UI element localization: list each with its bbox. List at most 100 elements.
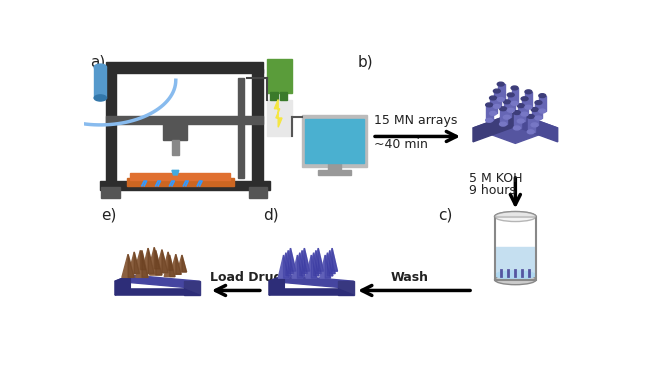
- Polygon shape: [156, 250, 168, 273]
- Ellipse shape: [531, 123, 538, 127]
- Polygon shape: [178, 255, 187, 272]
- Polygon shape: [306, 255, 317, 278]
- Polygon shape: [279, 255, 289, 278]
- Ellipse shape: [486, 103, 492, 107]
- Ellipse shape: [511, 86, 518, 90]
- Bar: [514, 112, 521, 128]
- Ellipse shape: [539, 94, 546, 98]
- Ellipse shape: [495, 248, 535, 256]
- Ellipse shape: [495, 271, 535, 279]
- Polygon shape: [284, 255, 289, 278]
- Ellipse shape: [521, 112, 528, 116]
- Polygon shape: [322, 253, 333, 276]
- Polygon shape: [170, 255, 175, 277]
- Ellipse shape: [511, 101, 518, 105]
- Bar: [318, 169, 350, 175]
- Polygon shape: [269, 275, 354, 287]
- Polygon shape: [298, 255, 303, 278]
- Ellipse shape: [535, 101, 542, 104]
- Polygon shape: [292, 255, 303, 278]
- Polygon shape: [115, 289, 199, 295]
- Text: 9 hours: 9 hours: [469, 184, 516, 196]
- Bar: [106, 62, 263, 73]
- Polygon shape: [300, 253, 305, 276]
- Polygon shape: [308, 253, 319, 276]
- Ellipse shape: [508, 108, 514, 112]
- Bar: [106, 116, 263, 124]
- Bar: [101, 187, 119, 198]
- Polygon shape: [290, 248, 296, 271]
- Polygon shape: [297, 250, 308, 274]
- Polygon shape: [473, 112, 558, 143]
- Polygon shape: [172, 170, 179, 175]
- Polygon shape: [142, 248, 154, 274]
- Text: b): b): [358, 55, 373, 70]
- Polygon shape: [304, 248, 310, 271]
- Polygon shape: [299, 248, 310, 271]
- Bar: [302, 115, 367, 167]
- Polygon shape: [327, 253, 333, 276]
- Polygon shape: [122, 254, 134, 277]
- Ellipse shape: [527, 114, 534, 118]
- Polygon shape: [128, 254, 134, 277]
- Polygon shape: [168, 252, 173, 271]
- Polygon shape: [314, 253, 319, 276]
- Ellipse shape: [500, 107, 506, 111]
- Bar: [490, 98, 497, 113]
- Polygon shape: [318, 248, 323, 271]
- Text: a): a): [90, 55, 106, 70]
- Ellipse shape: [504, 100, 510, 104]
- Ellipse shape: [494, 105, 500, 108]
- Bar: [94, 67, 106, 98]
- Polygon shape: [184, 281, 199, 295]
- Text: d): d): [263, 207, 279, 222]
- Ellipse shape: [494, 275, 536, 285]
- Bar: [508, 95, 515, 110]
- Ellipse shape: [94, 64, 106, 70]
- Ellipse shape: [513, 111, 520, 114]
- Bar: [328, 162, 341, 171]
- Bar: [500, 109, 507, 124]
- Bar: [305, 119, 364, 163]
- Text: ~40 min: ~40 min: [374, 138, 428, 151]
- Polygon shape: [115, 275, 131, 295]
- Bar: [521, 99, 529, 114]
- Ellipse shape: [504, 115, 510, 119]
- Polygon shape: [164, 252, 173, 271]
- Bar: [249, 187, 267, 198]
- Text: 5 M KOH: 5 M KOH: [469, 172, 523, 185]
- Bar: [504, 102, 511, 117]
- Bar: [267, 59, 292, 93]
- Text: e): e): [101, 207, 116, 222]
- Bar: [535, 103, 543, 118]
- Polygon shape: [115, 275, 199, 287]
- Text: 15 MN arrays: 15 MN arrays: [374, 114, 457, 127]
- Bar: [539, 96, 546, 111]
- Polygon shape: [286, 253, 291, 276]
- Bar: [267, 100, 292, 136]
- Polygon shape: [288, 250, 294, 274]
- Polygon shape: [176, 254, 181, 274]
- Bar: [486, 105, 493, 120]
- Polygon shape: [162, 250, 168, 273]
- Polygon shape: [269, 275, 284, 295]
- Polygon shape: [150, 250, 162, 275]
- Polygon shape: [182, 255, 187, 272]
- Ellipse shape: [490, 111, 496, 115]
- Ellipse shape: [497, 98, 504, 101]
- Polygon shape: [141, 250, 146, 270]
- Ellipse shape: [494, 212, 536, 222]
- Polygon shape: [156, 250, 162, 275]
- Ellipse shape: [508, 93, 514, 97]
- Polygon shape: [327, 248, 337, 271]
- Bar: [517, 106, 525, 121]
- Text: c): c): [438, 207, 453, 222]
- Polygon shape: [330, 250, 335, 274]
- Polygon shape: [164, 255, 175, 277]
- Polygon shape: [325, 250, 335, 274]
- Polygon shape: [285, 248, 296, 271]
- Bar: [172, 139, 179, 155]
- Bar: [494, 91, 501, 106]
- Bar: [531, 109, 539, 125]
- Polygon shape: [319, 255, 331, 278]
